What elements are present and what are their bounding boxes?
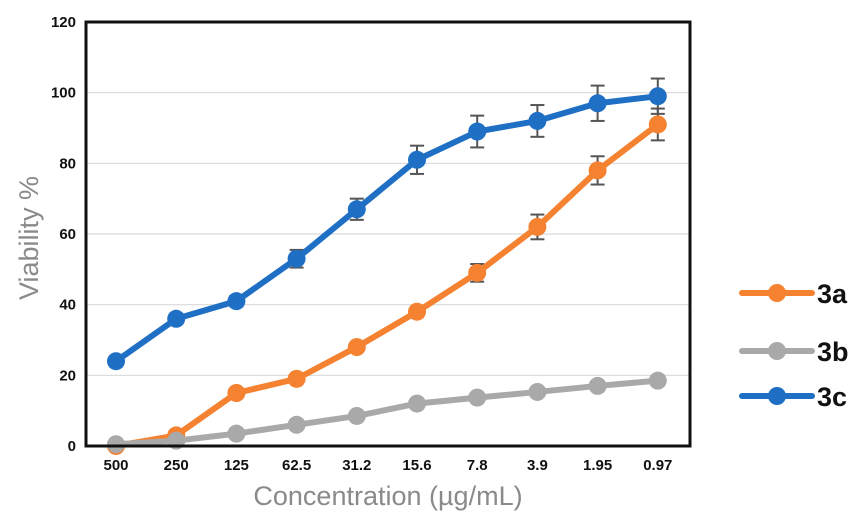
legend-item-3b: 3b [739,337,849,367]
x-tick-label: 3.9 [527,457,548,474]
data-point-3b [347,406,366,425]
data-point-3b [468,388,487,407]
legend-swatch-marker [768,387,786,405]
y-axis-title: Viability % [14,176,44,300]
data-point-3b [588,376,607,395]
y-tick-label: 20 [59,367,76,384]
y-tick-labels: 0 20 40 60 80 100 120 [51,14,76,455]
legend-item-3a: 3a [739,279,848,309]
y-tick-label: 0 [68,438,76,455]
y-tick-label: 120 [51,14,76,31]
y-tick-label: 40 [59,297,76,314]
x-tick-label: 1.95 [583,457,612,474]
data-point-3b [227,424,246,443]
data-point-3c [227,292,246,311]
x-tick-label: 250 [164,457,189,474]
y-tick-label: 100 [51,85,76,102]
data-point-3c [468,122,487,141]
x-tick-label: 500 [103,457,128,474]
data-point-3b [648,371,667,390]
data-point-3c [408,150,426,169]
legend-swatch-marker [768,284,786,302]
series-3a [107,107,667,455]
data-point-3b [107,435,125,454]
data-point-3a [528,217,547,236]
data-point-3c [167,309,186,328]
data-point-3a [287,369,306,388]
x-tick-labels: 500 250 125 62.5 31.2 15.6 7.8 3.9 1.95 0.97 [103,457,672,474]
data-point-3c [287,249,306,268]
x-tick-label: 125 [224,457,249,474]
legend-label: 3b [817,337,849,367]
data-point-3c [588,94,607,113]
series-3c [107,77,667,371]
data-point-3a [347,338,366,357]
data-point-3a [408,302,426,321]
x-axis-title: Concentration (µg/mL) [253,481,522,511]
data-point-3b [528,382,547,401]
data-point-3c [107,352,125,371]
y-tick-label: 80 [59,155,76,172]
y-tick-label: 60 [59,226,76,243]
x-tick-label: 7.8 [467,457,488,474]
gridlines [86,92,690,376]
data-point-3a [648,115,667,134]
plot-frame [84,20,692,448]
legend-label: 3a [817,279,848,309]
series-3b [107,371,667,454]
x-tick-label: 0.97 [643,457,672,474]
data-point-3b [287,415,306,434]
data-series [107,77,667,455]
legend-item-3c: 3c [739,382,847,412]
data-point-3b [408,394,426,413]
series-line-3b [113,377,661,448]
x-tick-label: 31.2 [342,457,371,474]
data-point-3a [588,161,607,180]
series-line-3a [113,121,661,449]
data-point-3c [648,87,667,106]
legend-label: 3c [817,382,847,412]
data-point-3c [528,111,547,130]
x-tick-label: 62.5 [282,457,311,474]
data-point-3c [347,200,366,219]
legend-swatch-marker [768,342,786,360]
series-line-3c [113,93,661,365]
data-point-3a [468,263,487,282]
data-point-3a [227,384,246,402]
x-tick-label: 15.6 [402,457,431,474]
legend: 3a 3b 3c [739,279,849,412]
